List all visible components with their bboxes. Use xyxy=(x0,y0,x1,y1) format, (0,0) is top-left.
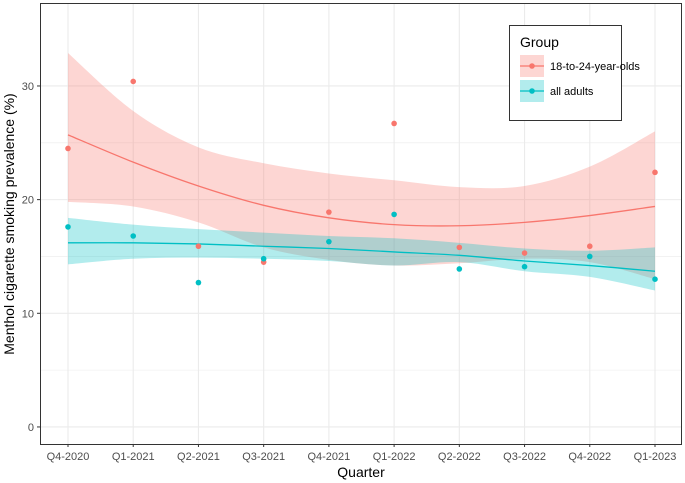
confidence-bands xyxy=(68,53,655,291)
x-tick-label: Q1-2021 xyxy=(112,451,155,463)
x-tick-label: Q2-2021 xyxy=(177,451,220,463)
x-tick-label: Q4-2020 xyxy=(47,451,90,463)
y-tick-label: 10 xyxy=(22,308,34,320)
confidence-band-0 xyxy=(68,53,655,280)
legend-item-all-adults[interactable]: all adults xyxy=(520,80,594,102)
smooth-lines xyxy=(67,134,656,272)
confidence-band-1 xyxy=(68,217,655,291)
data-point-1 xyxy=(130,233,137,239)
legend-item-18-to-24[interactable]: 18-to-24-year-olds xyxy=(520,55,640,77)
legend-box xyxy=(509,25,622,121)
y-axis-title: Menthol cigarette smoking prevalence (%) xyxy=(1,93,17,354)
legend-title: Group xyxy=(520,34,559,50)
data-point-0 xyxy=(65,145,71,152)
x-axis-title: Quarter xyxy=(337,464,385,480)
x-tick-label: Q3-2022 xyxy=(503,451,546,463)
x-tick-label: Q4-2021 xyxy=(307,451,350,463)
data-point-1 xyxy=(195,279,202,286)
legend-label-all-adults: all adults xyxy=(550,86,594,98)
data-point-1 xyxy=(326,238,332,245)
grid-lines xyxy=(40,3,681,444)
legend-point-all-adults xyxy=(529,88,535,94)
data-point-0 xyxy=(586,243,593,250)
y-tick-label: 20 xyxy=(22,195,34,207)
x-tick-label: Q1-2022 xyxy=(373,451,416,463)
data-point-1 xyxy=(521,263,528,270)
panel-border xyxy=(40,3,682,445)
x-tick-label: Q3-2021 xyxy=(242,451,285,463)
data-point-0 xyxy=(130,78,137,85)
data-point-1 xyxy=(652,276,658,282)
y-tick-label: 0 xyxy=(28,422,34,434)
x-tick-label: Q2-2022 xyxy=(438,451,481,463)
data-point-0 xyxy=(652,169,658,176)
data-point-0 xyxy=(195,243,202,250)
smooth-line-1 xyxy=(67,242,656,272)
data-point-1 xyxy=(260,255,267,262)
axes: 0 10 20 30 Q4-2020 Q1-2021 Q2-2021 Q3-2021 Q4-20… xyxy=(22,81,677,463)
legend-label-18-to-24: 18-to-24-year-olds xyxy=(550,61,640,73)
data-points xyxy=(65,78,658,286)
data-point-1 xyxy=(456,266,463,272)
data-point-0 xyxy=(456,244,463,251)
data-point-1 xyxy=(391,211,397,218)
data-point-0 xyxy=(521,250,528,256)
x-tick-label: Q4-2022 xyxy=(568,451,611,463)
data-point-0 xyxy=(326,209,332,215)
x-tick-label: Q1-2023 xyxy=(634,451,677,463)
legend: Group 18-to-24-year-olds all adults xyxy=(509,25,640,121)
data-point-1 xyxy=(65,224,71,230)
data-point-1 xyxy=(586,253,593,260)
y-tick-label: 30 xyxy=(22,81,34,93)
legend-point-18-to-24 xyxy=(529,63,535,69)
smooth-line-0 xyxy=(67,134,656,227)
data-point-0 xyxy=(391,120,397,127)
